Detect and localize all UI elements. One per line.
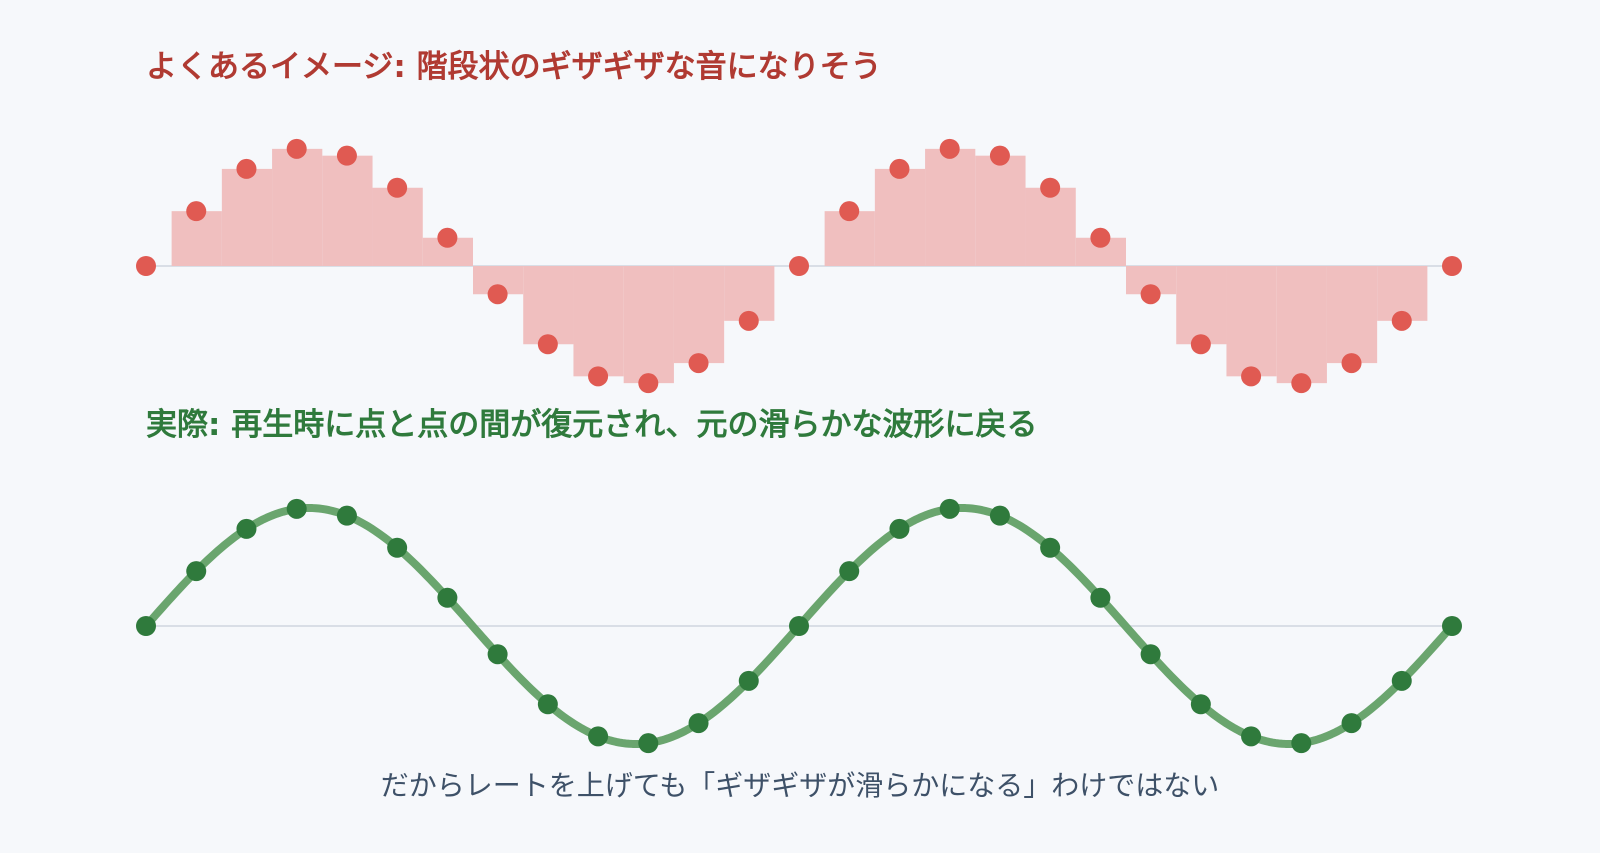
stepped-bar bbox=[523, 266, 574, 345]
stepped-sample-point bbox=[1241, 366, 1262, 387]
stepped-bar bbox=[1025, 187, 1076, 266]
stepped-sample-point bbox=[387, 177, 408, 198]
smooth-sample-point bbox=[136, 616, 156, 636]
stepped-sample-point bbox=[186, 201, 207, 222]
smooth-sample-point bbox=[738, 670, 759, 691]
smooth-sample-point bbox=[889, 518, 910, 539]
smooth-sample-point bbox=[1241, 726, 1262, 747]
stepped-sample-point bbox=[336, 145, 357, 166]
stepped-sample-point bbox=[1090, 227, 1111, 248]
stepped-bar bbox=[573, 266, 624, 377]
smooth-sample-point bbox=[688, 713, 709, 734]
smooth-sample-point bbox=[236, 518, 257, 539]
stepped-bar bbox=[272, 148, 323, 266]
stepped-waveform bbox=[136, 138, 1478, 394]
stepped-sample-point bbox=[136, 256, 156, 276]
stepped-bar bbox=[1226, 266, 1277, 377]
stepped-sample-point bbox=[1442, 256, 1462, 276]
stepped-sample-point bbox=[236, 158, 257, 179]
stepped-bar bbox=[975, 155, 1026, 266]
smooth-sample-point bbox=[638, 733, 659, 754]
stepped-sample-point bbox=[989, 145, 1010, 166]
stepped-sample-point bbox=[1040, 177, 1061, 198]
stepped-sample-point bbox=[789, 256, 809, 276]
smooth-sample-point bbox=[789, 616, 809, 636]
smooth-sample-point bbox=[1090, 587, 1111, 608]
stepped-sample-point bbox=[588, 366, 609, 387]
caption-text: だからレートを上げても「ギザギザが滑らかになる」わけではない bbox=[380, 769, 1220, 802]
smooth-sample-point bbox=[1291, 733, 1312, 754]
smooth-sample-point bbox=[286, 498, 307, 519]
smooth-sample-point bbox=[1341, 713, 1362, 734]
stepped-sample-point bbox=[1190, 334, 1211, 355]
stepped-bar bbox=[1176, 266, 1227, 345]
stepped-bar bbox=[874, 168, 926, 266]
smooth-sample-point bbox=[588, 726, 609, 747]
stepped-bar bbox=[673, 266, 725, 364]
stepped-sample-point bbox=[638, 373, 659, 394]
smooth-sample-point bbox=[1391, 670, 1412, 691]
stepped-bar bbox=[1276, 266, 1327, 384]
smooth-sample-point bbox=[939, 498, 960, 519]
stepped-sample-point bbox=[537, 334, 558, 355]
stepped-sample-point bbox=[487, 284, 508, 305]
stepped-sample-point bbox=[286, 138, 307, 159]
stepped-bar bbox=[623, 266, 674, 384]
smooth-title: 実際: 再生時に点と点の間が復元され、元の滑らかな波形に戻る bbox=[146, 407, 1038, 443]
smooth-sample-point bbox=[387, 537, 408, 558]
smooth-sample-point bbox=[1190, 694, 1211, 715]
stepped-bar bbox=[322, 155, 373, 266]
smooth-sample-point bbox=[1140, 644, 1161, 665]
smooth-sample-point bbox=[537, 694, 558, 715]
smooth-sample-point bbox=[1442, 616, 1462, 636]
smooth-sample-point bbox=[186, 561, 207, 582]
stepped-bar bbox=[372, 187, 423, 266]
smooth-sample-point bbox=[487, 644, 508, 665]
stepped-sample-point bbox=[437, 227, 458, 248]
stepped-sample-point bbox=[939, 138, 960, 159]
stepped-sample-point bbox=[688, 353, 709, 374]
smooth-sample-point bbox=[839, 561, 860, 582]
stepped-sample-point bbox=[1341, 353, 1362, 374]
smooth-waveform bbox=[136, 498, 1462, 754]
stepped-sample-point bbox=[1140, 284, 1161, 305]
stepped-sample-point bbox=[839, 201, 860, 222]
stepped-title: よくあるイメージ: 階段状のギザギザな音になりそう bbox=[146, 49, 882, 85]
stepped-bar bbox=[925, 148, 976, 266]
stepped-bar bbox=[1326, 266, 1378, 364]
smooth-sample-point bbox=[1040, 537, 1061, 558]
stepped-bar bbox=[221, 168, 273, 266]
smooth-sample-point bbox=[437, 587, 458, 608]
smooth-sample-point bbox=[989, 505, 1010, 526]
stepped-sample-point bbox=[1291, 373, 1312, 394]
stepped-sample-point bbox=[738, 310, 759, 331]
smooth-sample-point bbox=[336, 505, 357, 526]
stepped-sample-point bbox=[889, 158, 910, 179]
stepped-sample-point bbox=[1391, 310, 1412, 331]
